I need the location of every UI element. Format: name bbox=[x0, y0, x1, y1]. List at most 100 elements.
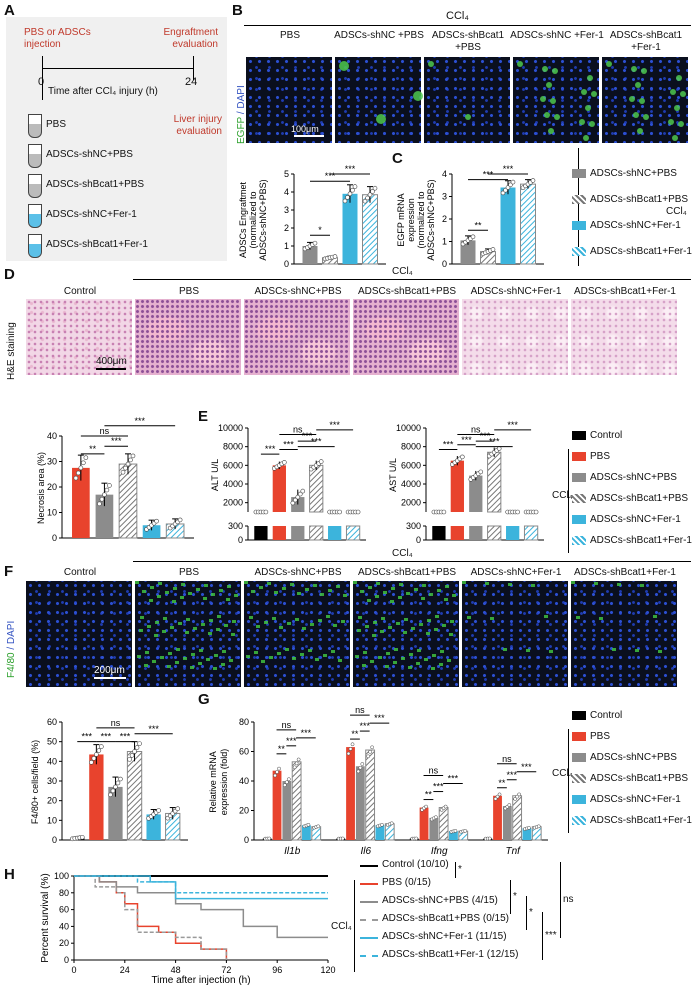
significance-label: *** bbox=[148, 724, 159, 734]
y-tick-label: 0 bbox=[52, 835, 57, 845]
f480-cell bbox=[331, 650, 335, 653]
b-col-label: ADSCs-shBcat1 +Fer-1 bbox=[609, 30, 683, 53]
bar-lower bbox=[523, 525, 539, 541]
y-tick-label: 50 bbox=[47, 737, 57, 747]
y-tick-label: 2000 bbox=[223, 498, 243, 508]
d-scale-label: 400μm bbox=[96, 356, 127, 367]
y-tick-label: 8000 bbox=[401, 442, 421, 452]
significance-label: ** bbox=[278, 744, 286, 754]
legend-c-ccl4: CCl₄ bbox=[666, 206, 687, 217]
legend-swatch bbox=[572, 753, 586, 762]
g-chart-ylabel: Relative mRNA bbox=[208, 751, 218, 813]
injection-label: PBS or ADSCs injection bbox=[24, 27, 91, 50]
bar bbox=[346, 747, 355, 840]
f480-cell bbox=[232, 620, 236, 623]
panel-label-a: A bbox=[4, 2, 15, 19]
f480-cell bbox=[170, 626, 174, 629]
f480-cell bbox=[355, 655, 359, 658]
significance-label: *** bbox=[82, 732, 93, 742]
legend-line bbox=[360, 865, 378, 867]
f480-cell bbox=[160, 656, 164, 659]
panel-label-f: F bbox=[4, 563, 14, 580]
f480-cell bbox=[380, 630, 384, 633]
f480-cell bbox=[219, 589, 223, 592]
y-tick-label: 40 bbox=[59, 921, 69, 931]
f480-cell bbox=[198, 662, 202, 665]
data-point bbox=[352, 184, 358, 189]
f480-cell bbox=[372, 634, 376, 637]
b-ccl4-label: CCl₄ bbox=[446, 10, 469, 22]
data-point bbox=[127, 757, 132, 762]
tube-label: ADSCs-shNC+PBS bbox=[46, 149, 133, 160]
f480-cell bbox=[594, 582, 598, 585]
significance-label: ns bbox=[100, 426, 110, 436]
f-ylabel-box: F4/80 / DAPI bbox=[6, 598, 20, 678]
y-tick-label: 5 bbox=[284, 169, 289, 179]
he-image bbox=[462, 299, 568, 375]
legend-line bbox=[360, 901, 378, 903]
f480-cell bbox=[201, 623, 205, 626]
data-point bbox=[297, 491, 303, 497]
bar bbox=[302, 825, 311, 840]
legend-ccl4: CCl₄ bbox=[552, 768, 573, 779]
legend-swatch bbox=[572, 795, 586, 804]
f480-cell bbox=[186, 618, 190, 621]
f480-cell bbox=[378, 656, 382, 659]
f480-cell bbox=[282, 587, 286, 590]
data-point bbox=[530, 178, 536, 183]
bar-lower bbox=[291, 526, 305, 540]
data-point bbox=[97, 501, 102, 507]
data-point bbox=[360, 762, 365, 766]
category-label: Il6 bbox=[360, 846, 371, 857]
he-image bbox=[571, 299, 677, 375]
f480-cell bbox=[193, 627, 197, 630]
f480-cell bbox=[360, 590, 364, 593]
data-point bbox=[306, 822, 311, 827]
f-scale-label: 200μm bbox=[94, 665, 125, 676]
f480-cell bbox=[653, 615, 657, 618]
significance-label: *** bbox=[283, 439, 294, 449]
f480-cell bbox=[181, 583, 185, 586]
f480-cell bbox=[326, 615, 330, 618]
egfp-cell bbox=[540, 96, 546, 102]
f480-cell bbox=[162, 630, 166, 633]
f480-image bbox=[353, 581, 459, 687]
data-point bbox=[350, 742, 355, 747]
f480-cell bbox=[137, 655, 141, 658]
data-point bbox=[284, 780, 289, 785]
egfp-cell bbox=[554, 114, 560, 120]
bar bbox=[429, 817, 439, 840]
data-point bbox=[99, 744, 104, 749]
significance-label: * bbox=[318, 225, 322, 235]
data-point bbox=[78, 465, 84, 471]
panel-label-b: B bbox=[232, 2, 243, 19]
y-tick-label: 4000 bbox=[401, 479, 421, 489]
bar bbox=[365, 749, 376, 841]
egfp-cell bbox=[546, 82, 552, 88]
legend-label: ADSCs-shBcat1+PBS bbox=[590, 194, 689, 205]
legend-label: ADSCs-shBcat1+Fer-1 bbox=[590, 535, 692, 546]
significance-label: *** bbox=[286, 736, 297, 746]
data-point bbox=[332, 254, 338, 259]
f480-cell bbox=[442, 624, 446, 627]
f480-cell bbox=[208, 632, 212, 635]
stat-bracket bbox=[526, 896, 527, 930]
f480-cell bbox=[390, 600, 394, 603]
f480-cell bbox=[222, 650, 226, 653]
data-point bbox=[292, 497, 298, 503]
legend-swatch bbox=[572, 473, 586, 482]
f480-cell bbox=[362, 664, 366, 667]
y-tick-label: 300 bbox=[228, 521, 243, 531]
data-point bbox=[132, 749, 137, 754]
bar bbox=[272, 770, 282, 840]
egfp-cell bbox=[339, 61, 349, 71]
data-point bbox=[277, 766, 281, 771]
y-tick-label: 0 bbox=[238, 535, 243, 545]
f480-cell bbox=[531, 584, 535, 587]
f-col-label: ADSCs-shBcat1+Fer-1 bbox=[574, 567, 676, 578]
egfp-cell bbox=[542, 66, 548, 72]
egfp-cell bbox=[579, 119, 585, 125]
data-point bbox=[156, 808, 161, 813]
f480-cell bbox=[196, 588, 200, 591]
f480-cell bbox=[249, 616, 253, 619]
